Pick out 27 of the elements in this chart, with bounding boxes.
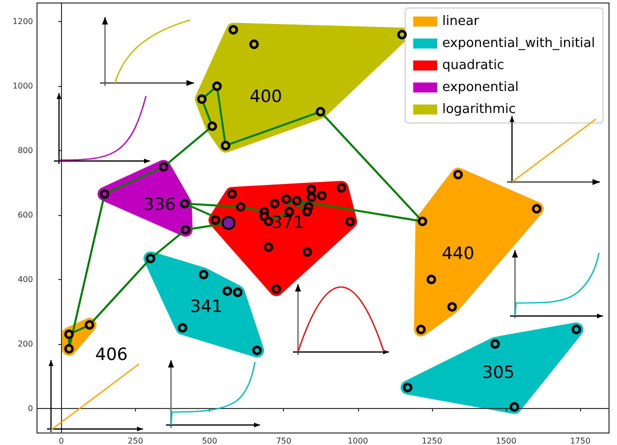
x-tick-label: 1000	[348, 436, 368, 445]
x-tick-label: 750	[276, 436, 292, 445]
y-tick-label: 0	[28, 404, 33, 413]
x-tick-label: 250	[128, 436, 144, 445]
annotation: 400	[250, 87, 282, 108]
y-tick-label: 800	[18, 146, 33, 155]
annotation: 336	[143, 194, 176, 215]
annotation: 406	[95, 344, 128, 365]
legend-label: logarithmic	[442, 102, 516, 117]
legend-label: exponential	[442, 80, 519, 95]
y-tick-label: 1200	[12, 16, 33, 26]
x-tick-label: 1750	[570, 436, 590, 445]
legend-label: quadratic	[442, 58, 504, 73]
x-tick-label: 1250	[422, 436, 442, 445]
x-tick-label: 0	[58, 436, 64, 445]
y-tick-label: 200	[18, 339, 33, 348]
y-tick-label: 400	[18, 274, 33, 284]
annotation: 371	[272, 213, 304, 234]
annotation: 341	[190, 296, 223, 317]
y-tick-label: 1000	[12, 81, 33, 90]
annotation: 305	[482, 362, 515, 383]
x-tick-label: 1500	[496, 436, 516, 445]
y-tick-label: 600	[18, 210, 33, 220]
annotation: 440	[442, 244, 474, 264]
x-tick-label: 500	[202, 436, 218, 445]
legend-label: linear	[442, 14, 480, 29]
legend-label: exponential_with_initial	[442, 36, 596, 51]
